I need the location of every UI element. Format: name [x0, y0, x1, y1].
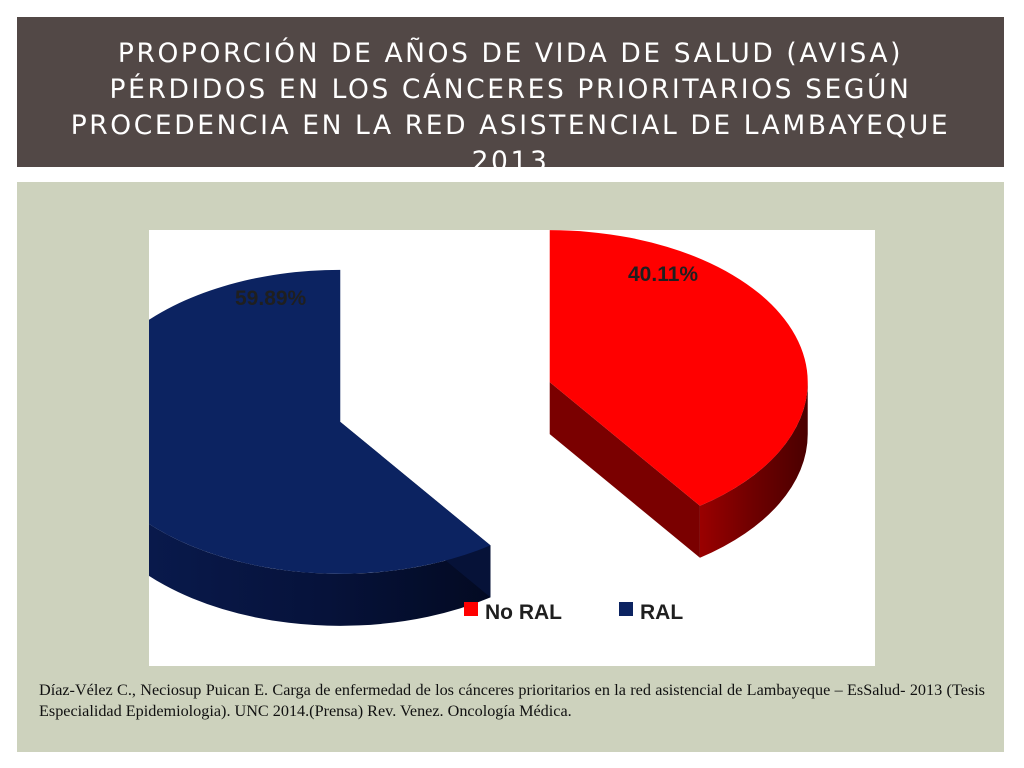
pie-side-no-ral: [699, 382, 808, 558]
pie-slice-no-ral: [549, 230, 808, 506]
chart-legend: No RAL RAL: [464, 601, 683, 624]
slice-label-no-ral: 40.11%: [628, 263, 698, 286]
pie-side-ral: [149, 523, 491, 626]
legend-swatch-no-ral: [464, 602, 478, 616]
chart-area: 59.89% 40.11% No RAL RAL: [149, 230, 875, 666]
pie-chart: 59.89% 40.11% No RAL RAL: [149, 230, 808, 626]
legend-label-ral: RAL: [640, 601, 683, 624]
pie-slice-ral: [149, 269, 491, 574]
citation-text: Díaz-Vélez C., Neciosup Puican E. Carga …: [39, 681, 985, 720]
legend-label-no-ral: No RAL: [485, 601, 562, 624]
slide-title: PROPORCIÓN DE AÑOS DE VIDA DE SALUD (AVI…: [70, 38, 951, 167]
title-bar: PROPORCIÓN DE AÑOS DE VIDA DE SALUD (AVI…: [17, 17, 1004, 167]
slice-label-ral: 59.89%: [235, 287, 307, 310]
legend-swatch-ral: [619, 602, 633, 616]
pie-cut-no-ral-1: [549, 382, 700, 558]
